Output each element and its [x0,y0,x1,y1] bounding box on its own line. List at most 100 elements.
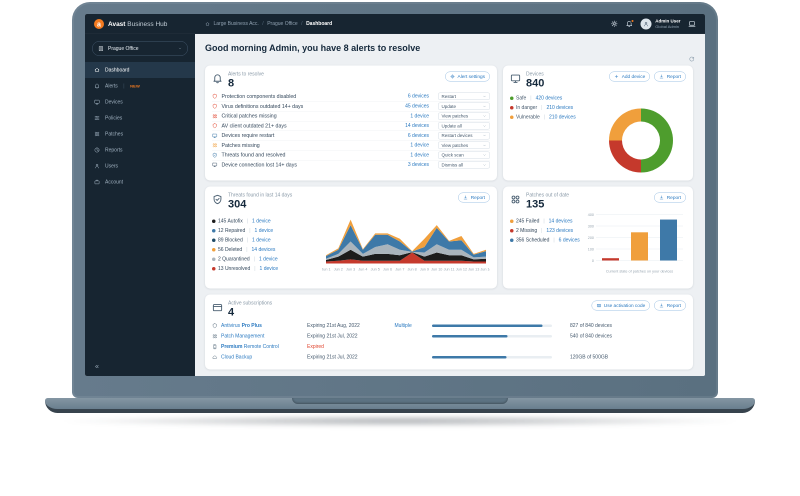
svg-text:300: 300 [588,224,594,228]
sidebar-item-alerts[interactable]: Alerts | NEW [85,78,195,94]
add-device-button[interactable]: Add device [609,71,651,82]
user-menu[interactable]: Admin User Global Admin [640,18,681,30]
report-button[interactable]: Report [654,192,686,203]
sidebar-item-devices[interactable]: Devices [85,94,195,110]
usage-bar-fill [432,324,543,328]
subscription-expiry: Expiring 21st Jul, 2022 [307,354,358,361]
site-selector[interactable]: Prague Office [92,41,188,56]
subscription-name-link[interactable]: Premium Remote Control [221,344,279,350]
legend-devices-link[interactable]: 210 devices [549,114,576,121]
alert-devices-link[interactable]: 14 devices [405,123,429,129]
sidebar-collapse-button[interactable]: « [95,362,99,370]
alert-label: Virus definitions outdated 14+ days [221,103,304,110]
alert-devices-link[interactable]: 6 devices [407,132,429,139]
patch-icon [212,334,218,340]
alert-settings-button[interactable]: Alert settings [445,71,490,82]
main-content: Good morning Admin, you have 8 alerts to… [195,34,705,376]
alert-action-select[interactable]: Quick scan [438,151,490,159]
patches-card-label: Patches out of date [526,192,570,199]
subscription-name-link[interactable]: Patch Management [221,333,265,340]
svg-text:200: 200 [588,236,594,240]
subscription-usage-bar [432,324,552,328]
sidebar: Prague Office Dashboard Alerts | NEW Devices… [85,34,195,376]
chevron-down-icon [178,47,182,51]
legend-item: Vulnerable | 210 devices [510,113,686,123]
devices-donut-chart [609,108,673,173]
subscription-row: Patch Management Expiring 21st Jul, 2022 5… [212,331,686,342]
legend-devices-link[interactable]: 1 device [252,237,271,244]
site-selector-label: Prague Office [108,45,139,52]
legend-devices-link[interactable]: 123 devices [546,228,574,234]
report-button[interactable]: Report [654,300,686,311]
alert-devices-link[interactable]: 6 devices [407,93,429,100]
threats-count: 304 [228,197,247,210]
alerts-count: 8 [228,76,235,89]
settings-gear-icon[interactable] [611,20,619,28]
legend-devices-link[interactable]: 210 devices [546,105,574,111]
sidebar-item-label: Users [105,163,119,169]
report-button[interactable]: Report [458,192,490,203]
subscription-name-link[interactable]: Cloud Backup [221,354,253,361]
legend-devices-link[interactable]: 1 device [259,256,278,263]
legend-devices-link[interactable]: 14 devices [251,247,276,253]
legend-item: 145 Autofix | 1 device [212,217,318,227]
alert-action-select[interactable]: Restart devices [438,131,490,140]
avatar [640,18,652,30]
patches-icon [510,194,521,205]
sidebar-item-policies[interactable]: Policies [85,110,195,126]
cloud-icon [212,355,218,361]
legend-devices-link[interactable]: 1 device [259,266,279,272]
legend-dot [510,96,514,101]
alert-action-select[interactable]: View patches [438,141,490,150]
chevron-down-icon [483,163,487,167]
usage-bar-fill [432,335,508,338]
briefcase-icon [94,179,100,185]
legend-devices-link[interactable]: 1 device [252,218,271,225]
breadcrumb-item-site[interactable]: Prague Office [267,21,298,27]
alert-action-select[interactable]: Update [438,102,490,111]
svg-text:Jun 6: Jun 6 [383,268,392,272]
alert-devices-link[interactable]: 1 device [410,152,429,158]
svg-text:Jun 12: Jun 12 [456,268,467,272]
alert-action-select[interactable]: Update all [438,122,490,130]
refresh-icon[interactable] [689,56,696,63]
download-icon [659,74,664,79]
sidebar-item-users[interactable]: Users [85,158,195,174]
usage-bar-fill [432,356,507,359]
subscription-usage-bar [432,356,552,359]
legend-item: 13 Unresolved | 1 device [212,264,318,274]
notifications-button[interactable] [626,19,635,28]
alert-action-select[interactable]: Restart [438,92,490,101]
alert-devices-link[interactable]: 3 devices [407,162,429,168]
sidebar-item-account[interactable]: Account [85,174,195,190]
user-name: Admin User [655,18,681,24]
sidebar-item-label: Reports [105,147,123,153]
subscription-name-link[interactable]: Antivirus Pro Plus [221,323,262,329]
subscription-row: Premium Remote Control Expired [212,342,686,353]
patches-count: 135 [526,197,545,210]
legend-devices-link[interactable]: 6 devices [558,237,580,244]
subscription-extra-link[interactable]: Multiple [394,323,412,329]
bell-icon [94,83,100,89]
avast-business-hub-app: a Avast Business Hub Large Business Acc.… [85,14,705,376]
alert-devices-link[interactable]: 1 device [410,113,429,119]
alert-devices-link[interactable]: 45 devices [405,103,429,110]
sidebar-item-reports[interactable]: Reports [85,142,195,158]
breadcrumb-item-account[interactable]: Large Business Acc. [213,21,259,27]
alert-action-select[interactable]: View patches [438,112,490,120]
console-icon[interactable] [688,20,696,28]
sidebar-item-patches[interactable]: Patches [85,126,195,142]
download-icon [463,195,468,200]
sidebar-item-dashboard[interactable]: Dashboard [85,62,195,78]
alert-action-select[interactable]: Dismiss all [438,161,490,169]
subscription-usage-text: 540 of 840 devices [570,333,612,340]
svg-text:Jun 11: Jun 11 [444,268,455,272]
report-button[interactable]: Report [654,71,686,82]
legend-devices-link[interactable]: 1 device [254,228,274,234]
use-activation-code-button[interactable]: Use activation code [591,300,651,311]
legend-devices-link[interactable]: 420 devices [535,95,563,102]
alert-devices-link[interactable]: 1 device [410,142,429,149]
laptop-notch [292,398,508,404]
legend-devices-link[interactable]: 14 devices [548,218,573,225]
subscriptions-count: 4 [228,305,235,318]
